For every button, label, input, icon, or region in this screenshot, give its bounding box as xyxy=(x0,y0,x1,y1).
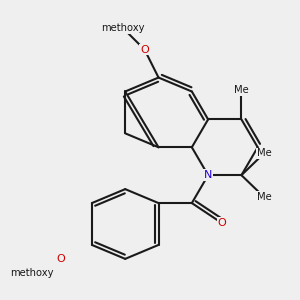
Text: N: N xyxy=(204,170,212,180)
Text: O: O xyxy=(56,254,65,264)
Text: Me: Me xyxy=(234,85,249,95)
Text: O: O xyxy=(218,218,226,228)
Text: O: O xyxy=(140,45,149,55)
Text: Me: Me xyxy=(256,148,271,158)
Text: Me: Me xyxy=(256,192,271,202)
Text: methoxy: methoxy xyxy=(101,23,145,33)
Text: methoxy: methoxy xyxy=(10,268,53,278)
